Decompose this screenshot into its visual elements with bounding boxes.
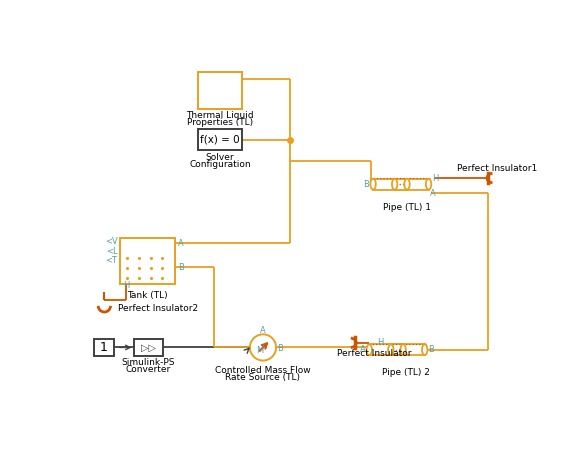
Text: Pipe (TL) 2: Pipe (TL) 2 xyxy=(381,368,429,377)
Bar xyxy=(391,345,425,355)
Ellipse shape xyxy=(367,345,372,355)
Text: Thermal Liquid: Thermal Liquid xyxy=(186,111,254,120)
Polygon shape xyxy=(211,78,225,86)
Text: <L: <L xyxy=(106,247,118,255)
Text: H: H xyxy=(377,338,383,347)
Text: H: H xyxy=(123,282,129,290)
Text: A: A xyxy=(179,239,184,248)
Text: A: A xyxy=(429,189,435,198)
Text: Rate Source (TL): Rate Source (TL) xyxy=(225,373,301,382)
Ellipse shape xyxy=(426,179,431,190)
Text: <T: <T xyxy=(106,256,118,265)
Text: Converter: Converter xyxy=(125,365,171,374)
Bar xyxy=(198,72,242,109)
Bar xyxy=(94,339,114,356)
Circle shape xyxy=(250,335,276,361)
Text: Controlled Mass Flow: Controlled Mass Flow xyxy=(215,366,311,375)
Text: B: B xyxy=(179,263,184,272)
Ellipse shape xyxy=(392,179,397,190)
Text: 1: 1 xyxy=(99,341,107,354)
Text: H: H xyxy=(432,174,438,182)
Text: <V: <V xyxy=(105,238,118,246)
Bar xyxy=(395,179,428,190)
Ellipse shape xyxy=(371,179,376,190)
Ellipse shape xyxy=(388,345,393,355)
Text: Perfect Insulator: Perfect Insulator xyxy=(337,349,412,358)
Text: Pipe (TL) 1: Pipe (TL) 1 xyxy=(383,203,431,212)
Text: Solver: Solver xyxy=(206,153,234,162)
Text: Properties (TL): Properties (TL) xyxy=(187,118,253,127)
Bar xyxy=(370,345,403,355)
Ellipse shape xyxy=(405,179,410,190)
Text: B: B xyxy=(428,345,434,354)
Text: Perfect Insulator1: Perfect Insulator1 xyxy=(457,164,537,173)
Text: A: A xyxy=(360,345,366,354)
Text: f(x) = 0: f(x) = 0 xyxy=(200,134,240,144)
Bar xyxy=(134,339,163,356)
Bar xyxy=(120,238,175,284)
Text: A: A xyxy=(260,326,266,335)
Bar xyxy=(373,179,407,190)
Ellipse shape xyxy=(401,345,406,355)
Text: Configuration: Configuration xyxy=(189,159,251,169)
Ellipse shape xyxy=(422,345,427,355)
Text: Tank (TL): Tank (TL) xyxy=(127,291,168,300)
Text: B: B xyxy=(363,180,370,189)
Text: M: M xyxy=(257,346,263,355)
Text: Perfect Insulator2: Perfect Insulator2 xyxy=(118,304,198,314)
Text: ▷▷: ▷▷ xyxy=(141,342,156,352)
Text: Simulink-PS: Simulink-PS xyxy=(121,358,175,367)
Text: B: B xyxy=(277,344,283,353)
Bar xyxy=(198,129,242,150)
